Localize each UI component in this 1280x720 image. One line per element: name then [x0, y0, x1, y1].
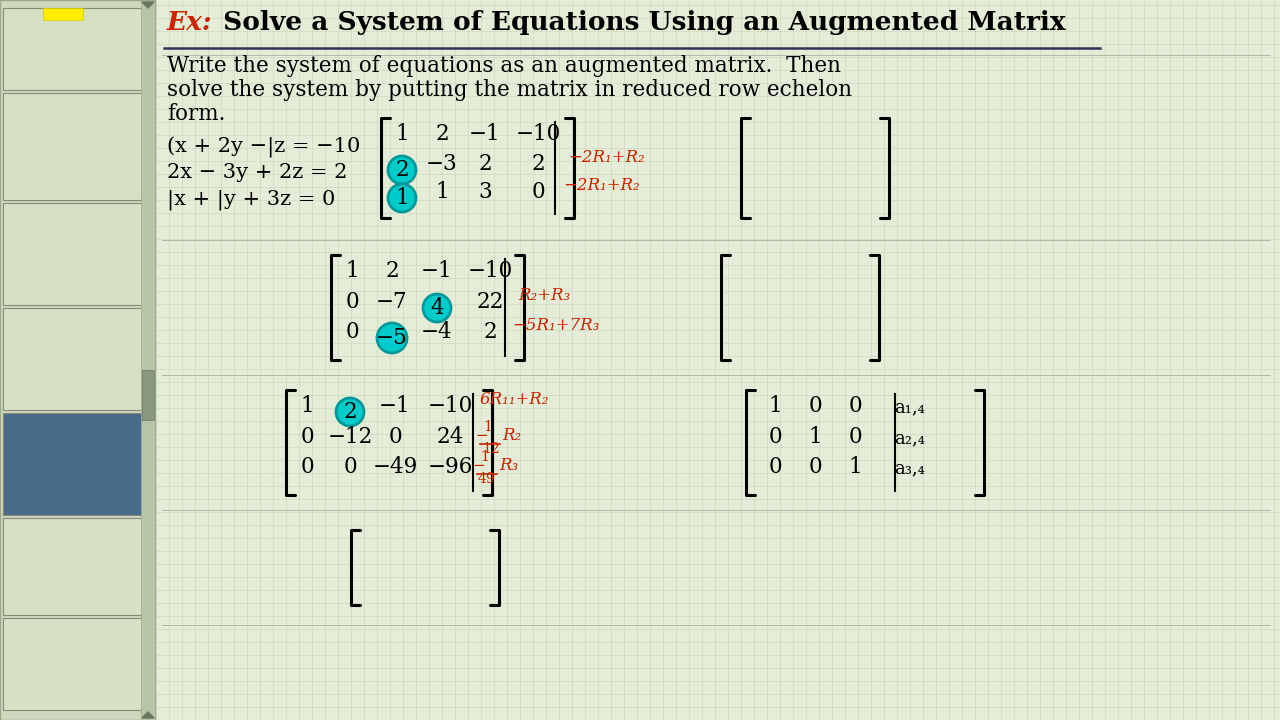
Text: 1: 1: [435, 181, 449, 203]
Text: Ex:: Ex:: [166, 10, 212, 35]
Text: 2: 2: [435, 123, 449, 145]
Text: 0: 0: [768, 456, 782, 478]
Text: 22: 22: [476, 291, 504, 313]
Bar: [3, 8, 151, 90]
Text: Write the system of equations as an augmented matrix.  Then: Write the system of equations as an augm…: [166, 55, 841, 77]
Text: −2R₁+R₂: −2R₁+R₂: [563, 177, 640, 194]
Text: −12: −12: [328, 426, 372, 448]
Text: 1: 1: [480, 450, 489, 464]
Bar: [3, 518, 151, 615]
Text: −5R₁+7R₃: −5R₁+7R₃: [512, 317, 599, 334]
Circle shape: [422, 294, 451, 322]
Text: 1: 1: [768, 395, 782, 417]
Text: 2x − 3y + 2z = 2: 2x − 3y + 2z = 2: [166, 163, 347, 182]
Text: 0: 0: [301, 456, 314, 478]
Bar: [44, 8, 83, 20]
Text: 24: 24: [436, 426, 463, 448]
Text: |x + |y + 3z = 0: |x + |y + 3z = 0: [166, 189, 335, 210]
Text: 4: 4: [430, 297, 444, 319]
Text: R₃: R₃: [499, 457, 518, 474]
Text: −10: −10: [467, 260, 512, 282]
Text: (x + 2y −|z = −10: (x + 2y −|z = −10: [166, 136, 361, 158]
Text: 1: 1: [396, 123, 408, 145]
Text: a₂,₄: a₂,₄: [895, 429, 925, 447]
Text: Solve a System of Equations Using an Augmented Matrix: Solve a System of Equations Using an Aug…: [214, 10, 1066, 35]
Bar: [3, 413, 151, 515]
Text: 12: 12: [483, 442, 499, 456]
Text: a₃,₄: a₃,₄: [895, 459, 925, 477]
Bar: [0, 0, 155, 720]
Text: 1: 1: [301, 395, 314, 417]
Text: 0: 0: [808, 395, 822, 417]
Text: a₁,₄: a₁,₄: [895, 398, 925, 416]
Text: 0: 0: [301, 426, 314, 448]
Text: 1: 1: [483, 420, 492, 434]
Text: 3: 3: [479, 181, 492, 203]
Text: 6R₁₁+R₂: 6R₁₁+R₂: [480, 391, 549, 408]
Text: −1: −1: [470, 123, 500, 145]
Polygon shape: [142, 2, 154, 8]
Circle shape: [378, 323, 407, 353]
Text: R₂+R₃: R₂+R₃: [518, 287, 570, 304]
Text: −3: −3: [426, 153, 458, 175]
Bar: [3, 308, 151, 410]
Polygon shape: [142, 712, 154, 718]
Text: form.: form.: [166, 103, 225, 125]
Text: −1: −1: [421, 260, 453, 282]
Text: −5: −5: [376, 327, 408, 349]
Text: R₂: R₂: [502, 427, 521, 444]
Bar: [3, 618, 151, 710]
Bar: [141, 0, 155, 720]
Text: 2: 2: [479, 153, 492, 175]
Text: −4: −4: [421, 321, 453, 343]
Text: 0: 0: [808, 456, 822, 478]
Text: −49: −49: [372, 456, 417, 478]
Text: 0: 0: [343, 456, 357, 478]
Text: −96: −96: [428, 456, 472, 478]
Text: −: −: [472, 459, 485, 473]
Text: 1: 1: [849, 456, 861, 478]
Text: 2: 2: [343, 401, 357, 423]
Text: 1: 1: [808, 426, 822, 448]
Text: solve the system by putting the matrix in reduced row echelon: solve the system by putting the matrix i…: [166, 79, 852, 101]
Text: 1: 1: [346, 260, 358, 282]
Text: 0: 0: [768, 426, 782, 448]
Text: −1: −1: [379, 395, 411, 417]
Circle shape: [388, 184, 416, 212]
Text: −10: −10: [516, 123, 561, 145]
Text: 0: 0: [388, 426, 402, 448]
Text: 2: 2: [531, 153, 545, 175]
Text: 0: 0: [849, 395, 861, 417]
Text: 2: 2: [385, 260, 399, 282]
Bar: [142, 370, 154, 420]
Text: 2: 2: [396, 159, 408, 181]
Text: 2: 2: [483, 321, 497, 343]
Text: 0: 0: [531, 181, 545, 203]
Text: −10: −10: [428, 395, 472, 417]
Text: −7: −7: [376, 291, 408, 313]
Text: −2R₁+R₂: −2R₁+R₂: [568, 149, 645, 166]
Bar: [3, 93, 151, 200]
Text: −: −: [475, 429, 488, 443]
Text: 49: 49: [477, 472, 495, 486]
Text: 0: 0: [346, 321, 358, 343]
Text: 1: 1: [396, 187, 408, 209]
Bar: [3, 203, 151, 305]
Text: 0: 0: [346, 291, 358, 313]
Circle shape: [335, 398, 364, 426]
Text: 0: 0: [849, 426, 861, 448]
Circle shape: [388, 156, 416, 184]
